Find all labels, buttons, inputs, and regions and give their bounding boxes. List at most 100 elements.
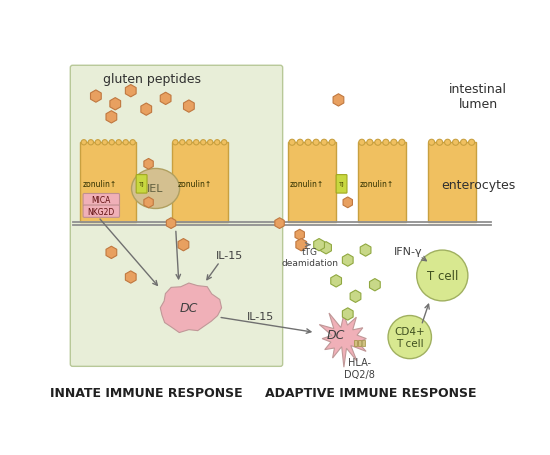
Circle shape <box>88 140 94 146</box>
Text: IL-15: IL-15 <box>248 311 274 321</box>
Text: IL-15: IL-15 <box>216 251 243 261</box>
Circle shape <box>194 140 199 146</box>
Text: TJ: TJ <box>139 182 145 187</box>
Circle shape <box>367 140 373 146</box>
Polygon shape <box>333 95 344 107</box>
Circle shape <box>437 140 443 146</box>
FancyBboxPatch shape <box>83 206 119 218</box>
Polygon shape <box>320 313 366 367</box>
Text: IEL: IEL <box>147 184 164 194</box>
Polygon shape <box>144 197 153 208</box>
Circle shape <box>214 140 220 146</box>
Text: DC: DC <box>180 302 198 314</box>
Polygon shape <box>91 91 101 103</box>
Circle shape <box>186 140 192 146</box>
Circle shape <box>428 140 434 146</box>
Circle shape <box>109 140 114 146</box>
Text: DC: DC <box>327 329 345 342</box>
Circle shape <box>391 140 397 146</box>
Circle shape <box>297 140 303 146</box>
Text: gluten peptides: gluten peptides <box>103 73 201 86</box>
Text: zonulin↑: zonulin↑ <box>82 179 117 188</box>
Polygon shape <box>343 254 353 267</box>
Circle shape <box>375 140 381 146</box>
Text: enterocytes: enterocytes <box>441 179 515 192</box>
Bar <box>354 340 357 347</box>
Bar <box>358 340 361 347</box>
FancyBboxPatch shape <box>336 175 347 194</box>
Polygon shape <box>125 86 136 98</box>
Text: INNATE IMMUNE RESPONSE: INNATE IMMUNE RESPONSE <box>50 386 243 399</box>
Polygon shape <box>160 283 222 333</box>
Polygon shape <box>343 197 353 208</box>
Circle shape <box>469 140 475 146</box>
Text: zonulin↑: zonulin↑ <box>289 179 324 188</box>
FancyBboxPatch shape <box>288 143 336 222</box>
Circle shape <box>130 140 135 146</box>
Polygon shape <box>125 271 136 283</box>
Text: IFN-γ: IFN-γ <box>394 246 422 256</box>
Circle shape <box>388 316 431 359</box>
Circle shape <box>383 140 389 146</box>
FancyBboxPatch shape <box>136 175 147 194</box>
Text: MICA: MICA <box>92 196 111 205</box>
Circle shape <box>102 140 107 146</box>
Circle shape <box>116 140 122 146</box>
Circle shape <box>305 140 311 146</box>
Polygon shape <box>343 308 353 320</box>
Polygon shape <box>141 104 152 116</box>
Text: NKG2D: NKG2D <box>87 207 115 216</box>
Polygon shape <box>275 218 284 229</box>
Polygon shape <box>110 98 120 111</box>
Polygon shape <box>321 242 332 254</box>
Polygon shape <box>314 239 324 251</box>
Polygon shape <box>166 218 176 229</box>
Circle shape <box>444 140 450 146</box>
Polygon shape <box>106 111 117 124</box>
Polygon shape <box>144 159 153 170</box>
Circle shape <box>173 140 178 146</box>
Text: CD4+
T cell: CD4+ T cell <box>394 327 425 348</box>
Circle shape <box>417 251 468 301</box>
Text: zonulin↑: zonulin↑ <box>359 179 394 188</box>
Polygon shape <box>106 247 117 259</box>
Polygon shape <box>331 275 342 288</box>
Text: ADAPTIVE IMMUNE RESPONSE: ADAPTIVE IMMUNE RESPONSE <box>265 386 477 399</box>
Circle shape <box>180 140 185 146</box>
Circle shape <box>222 140 227 146</box>
Polygon shape <box>160 93 171 105</box>
FancyBboxPatch shape <box>427 143 476 222</box>
Polygon shape <box>296 239 306 251</box>
Ellipse shape <box>131 169 179 209</box>
Text: zonulin↑: zonulin↑ <box>177 179 211 188</box>
Circle shape <box>201 140 206 146</box>
Circle shape <box>321 140 327 146</box>
Circle shape <box>207 140 213 146</box>
Circle shape <box>81 140 86 146</box>
Circle shape <box>329 140 335 146</box>
FancyBboxPatch shape <box>172 143 228 222</box>
Text: tTG
deamidation: tTG deamidation <box>281 248 338 267</box>
Circle shape <box>289 140 295 146</box>
Polygon shape <box>370 279 380 291</box>
FancyBboxPatch shape <box>70 66 283 367</box>
Circle shape <box>123 140 128 146</box>
FancyBboxPatch shape <box>80 143 136 222</box>
Circle shape <box>313 140 319 146</box>
Circle shape <box>359 140 365 146</box>
Polygon shape <box>184 101 194 113</box>
Circle shape <box>399 140 405 146</box>
Polygon shape <box>360 244 371 257</box>
Bar <box>362 340 365 347</box>
Polygon shape <box>295 230 304 241</box>
Text: HLA-
DQ2/8: HLA- DQ2/8 <box>344 357 375 379</box>
FancyBboxPatch shape <box>358 143 406 222</box>
Text: TJ: TJ <box>339 182 344 187</box>
FancyBboxPatch shape <box>83 194 119 206</box>
Circle shape <box>460 140 466 146</box>
Text: intestinal
lumen: intestinal lumen <box>449 83 507 111</box>
Polygon shape <box>178 239 189 251</box>
Circle shape <box>95 140 101 146</box>
Polygon shape <box>350 290 361 303</box>
Circle shape <box>453 140 459 146</box>
